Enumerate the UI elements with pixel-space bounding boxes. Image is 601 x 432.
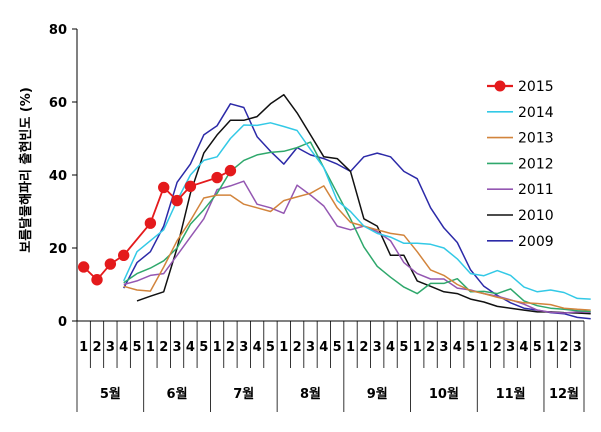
point-2015 — [184, 180, 197, 193]
week-tick-label: 4 — [453, 340, 462, 355]
week-tick-label: 3 — [306, 340, 315, 355]
x-axis-table: 1 2 3 4 5 1 2 3 4 5 1 2 3 4 5 1 2 3 4 5 1 2 3 4 5 1 2 3 4 5 1 2 3 4 5 1 2 35월… — [76, 321, 585, 412]
point-2015 — [91, 274, 103, 286]
week-tick-label: 2 — [426, 340, 435, 355]
week-tick-label: 1 — [346, 340, 355, 355]
legend-label-2014: 2014 — [518, 105, 554, 121]
week-tick-label: 5 — [266, 340, 275, 355]
point-2015 — [171, 194, 183, 207]
series-line-2012 — [123, 141, 591, 313]
week-tick-label: 4 — [519, 340, 528, 355]
week-tick-label: 3 — [373, 340, 382, 355]
month-label: 6월 — [167, 386, 188, 402]
week-tick-label: 1 — [146, 340, 155, 355]
week-tick-label: 2 — [559, 340, 568, 355]
y-tick-label: 20 — [49, 242, 67, 257]
week-tick-label: 2 — [359, 340, 368, 355]
point-2015 — [117, 249, 130, 262]
point-2015 — [158, 181, 170, 194]
week-tick-label: 3 — [573, 340, 582, 355]
week-tick-label: 5 — [399, 340, 408, 355]
y-tick-label: 40 — [49, 169, 67, 184]
y-tick-label: 80 — [49, 23, 67, 38]
legend-label-2009: 2009 — [518, 234, 554, 250]
series-line-2013 — [123, 185, 591, 311]
week-tick-label: 1 — [413, 340, 422, 355]
week-tick-label: 1 — [79, 340, 88, 355]
point-2015 — [104, 258, 117, 270]
week-tick-label: 4 — [386, 340, 395, 355]
y-tick-label: 0 — [58, 315, 67, 330]
week-tick-label: 1 — [213, 340, 222, 355]
legend-label-2015: 2015 — [518, 79, 554, 95]
series-line-2014 — [123, 122, 591, 300]
week-tick-label: 3 — [173, 340, 182, 355]
week-tick-label: 5 — [133, 340, 142, 355]
point-2015 — [211, 171, 223, 184]
week-tick-label: 3 — [239, 340, 248, 355]
week-tick-label: 2 — [92, 340, 101, 355]
week-tick-label: 2 — [493, 340, 502, 355]
week-tick-label: 4 — [253, 340, 262, 355]
week-tick-label: 2 — [226, 340, 235, 355]
point-2015 — [224, 164, 237, 177]
month-label: 8월 — [300, 386, 321, 402]
y-axis-label: 보름달물해파리 출현빈도 (%) — [18, 87, 34, 253]
week-tick-label: 5 — [333, 340, 342, 355]
chart-axes — [76, 29, 584, 322]
month-label: 12월 — [549, 386, 579, 402]
legend-label-2011: 2011 — [518, 182, 554, 198]
month-label: 11월 — [496, 386, 526, 402]
week-tick-label: 4 — [186, 340, 195, 355]
week-tick-label: 2 — [293, 340, 302, 355]
series-line-2015 — [83, 169, 231, 281]
week-tick-label: 3 — [506, 340, 515, 355]
legend-label-2013: 2013 — [518, 131, 554, 147]
legend: 2015 2014 2013 2012 2011 2010 2009 — [487, 79, 554, 250]
week-tick-label: 4 — [319, 340, 328, 355]
week-tick-label: 5 — [199, 340, 208, 355]
month-label: 9월 — [367, 386, 388, 402]
week-tick-label: 2 — [159, 340, 168, 355]
week-tick-label: 1 — [479, 340, 488, 355]
week-tick-label: 3 — [439, 340, 448, 355]
series-line-2010 — [136, 93, 591, 315]
legend-label-2012: 2012 — [518, 156, 554, 172]
week-tick-label: 1 — [279, 340, 288, 355]
month-label: 7월 — [233, 386, 254, 402]
week-tick-label: 5 — [533, 340, 542, 355]
point-2015 — [144, 217, 157, 229]
series-line-2009 — [123, 103, 591, 320]
week-tick-label: 4 — [119, 340, 128, 355]
y-tick-label: 60 — [49, 96, 67, 111]
month-label: 5월 — [100, 386, 121, 402]
legend-label-2010: 2010 — [518, 208, 554, 224]
week-tick-label: 1 — [546, 340, 555, 355]
month-label: 10월 — [429, 386, 459, 402]
week-tick-label: 5 — [466, 340, 475, 355]
week-tick-label: 3 — [106, 340, 115, 355]
legend-marker-2015 — [494, 80, 506, 92]
y-axis-ticks: 0 20 40 60 80 — [49, 23, 77, 330]
point-2015 — [77, 261, 90, 273]
series-lines — [77, 93, 591, 320]
